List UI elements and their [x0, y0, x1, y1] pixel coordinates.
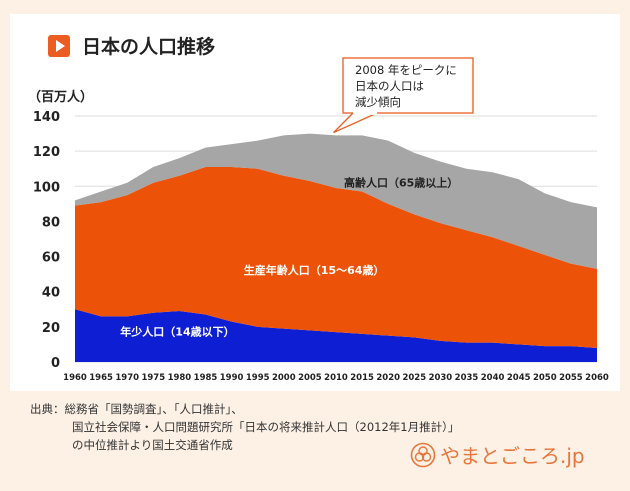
callout-text: 減少傾向: [355, 95, 401, 109]
series-area: [75, 133, 597, 269]
series-area: [75, 166, 597, 348]
x-tick-label: 1985: [194, 373, 218, 383]
source-line: 出典：総務省「国勢調査」、「人口推計」、: [30, 402, 243, 416]
series-area: [75, 309, 597, 362]
x-tick-label: 2000: [272, 373, 296, 383]
x-tick-label: 2045: [507, 373, 531, 383]
x-tick-label: 1960: [63, 373, 87, 383]
x-tick-label: 2030: [429, 373, 453, 383]
source-note: 出典：総務省「国勢調査」、「人口推計」、 国立社会保障・人口問題研究所「日本の将…: [30, 400, 459, 454]
callout-joint: [353, 111, 377, 115]
series-label: 年少人口（14歳以下）: [120, 325, 234, 339]
y-tick-label: 60: [42, 251, 60, 266]
x-tick-label: 2060: [585, 373, 609, 383]
brand-text: やまとごころ.jp: [440, 444, 585, 468]
chart-title: 日本の人口推移: [82, 36, 216, 58]
x-tick-label: 2010: [324, 373, 348, 383]
y-tick-label: 120: [33, 145, 60, 160]
source-line: の中位推計より国土交通省作成: [72, 438, 233, 452]
x-tick-label: 2020: [376, 373, 400, 383]
y-tick-label: 0: [51, 356, 60, 371]
source-line: 国立社会保障・人口問題研究所「日本の将来推計人口（2012年1月推計）」: [72, 420, 460, 434]
x-tick-label: 2035: [455, 373, 479, 383]
y-tick-label: 40: [42, 286, 60, 301]
x-tick-label: 2040: [481, 373, 505, 383]
y-tick-label: 140: [33, 110, 60, 125]
x-tick-label: 1995: [246, 373, 270, 383]
x-tick-label: 1965: [89, 373, 113, 383]
x-tick-label: 1980: [168, 373, 192, 383]
x-tick-label: 2015: [350, 373, 374, 383]
x-tick-label: 1975: [141, 373, 165, 383]
y-tick-label: 20: [42, 321, 60, 336]
series-label: 高齢人口（65歳以上）: [344, 175, 458, 189]
play-icon: [48, 34, 70, 57]
x-tick-label: 2055: [559, 373, 583, 383]
x-tick-label: 1970: [115, 373, 139, 383]
x-tick-label: 2005: [298, 373, 322, 383]
x-tick-label: 2050: [533, 373, 557, 383]
y-tick-label: 80: [42, 215, 60, 230]
brand-logo: やまとごころ.jp: [410, 440, 585, 469]
flower-logo-icon: [410, 442, 436, 467]
x-tick-label: 2025: [402, 373, 426, 383]
title-bar: 日本の人口推移: [48, 32, 215, 59]
callout-text: 日本の人口は: [355, 79, 424, 93]
y-axis-label: （百万人）: [28, 89, 93, 105]
callout-box: [342, 57, 474, 114]
x-tick-label: 1990: [220, 373, 244, 383]
y-tick-label: 100: [33, 180, 60, 195]
series-label: 生産年齢人口（15〜64歳）: [244, 263, 385, 277]
callout-text: 2008 年をピークに: [355, 63, 457, 77]
